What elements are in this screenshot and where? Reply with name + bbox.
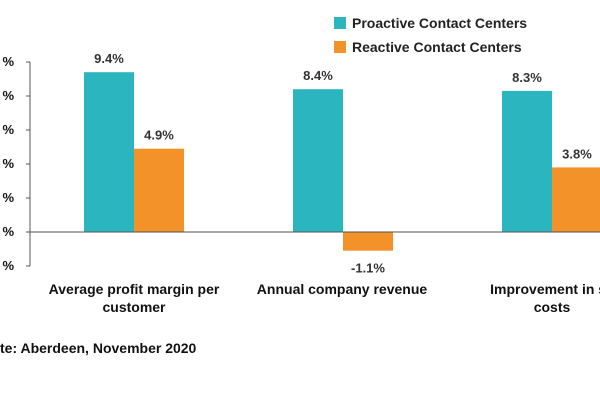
data-label: 8.4%	[303, 68, 333, 83]
y-tick-label: %	[2, 258, 14, 273]
y-tick-label: %	[2, 88, 14, 103]
y-tick-label: %	[2, 190, 14, 205]
bar-proactive	[293, 89, 343, 232]
y-tick-label: %	[2, 54, 14, 69]
data-label: -1.1%	[351, 261, 385, 276]
category-label-line: Annual company revenue	[256, 281, 428, 297]
legend-swatch-proactive	[334, 17, 346, 29]
legend-label-proactive: Proactive Contact Centers	[352, 15, 528, 31]
bar-proactive	[502, 90, 552, 233]
y-tick-label: %	[2, 122, 14, 137]
bar-reactive	[552, 167, 600, 232]
bar-proactive	[84, 72, 134, 232]
bar-reactive	[134, 148, 184, 232]
y-tick-label: %	[2, 156, 14, 171]
data-label: 9.4%	[94, 51, 124, 66]
y-tick-label: %	[2, 224, 14, 239]
category-label: Average profit margin per customer	[34, 280, 234, 316]
bar-reactive	[343, 232, 393, 251]
source-note: te: Aberdeen, November 2020	[0, 340, 197, 356]
data-label: 4.9%	[144, 128, 174, 143]
legend-item-proactive: Proactive Contact Centers	[334, 15, 527, 31]
category-label-line: customer	[102, 299, 166, 315]
legend-label-reactive: Reactive Contact Centers	[352, 39, 522, 55]
legend-item-reactive: Reactive Contact Centers	[334, 39, 522, 55]
category-label-line: Average profit margin per	[48, 281, 220, 297]
legend-swatch-reactive	[334, 41, 346, 53]
category-label-line: Improvement in se	[490, 281, 600, 297]
category-label-line: costs	[533, 299, 571, 315]
data-label: 8.3%	[512, 70, 542, 85]
data-label: 3.8%	[562, 146, 592, 161]
category-label: Improvement in se costs	[452, 280, 600, 316]
category-label: Annual company revenue	[242, 280, 442, 298]
